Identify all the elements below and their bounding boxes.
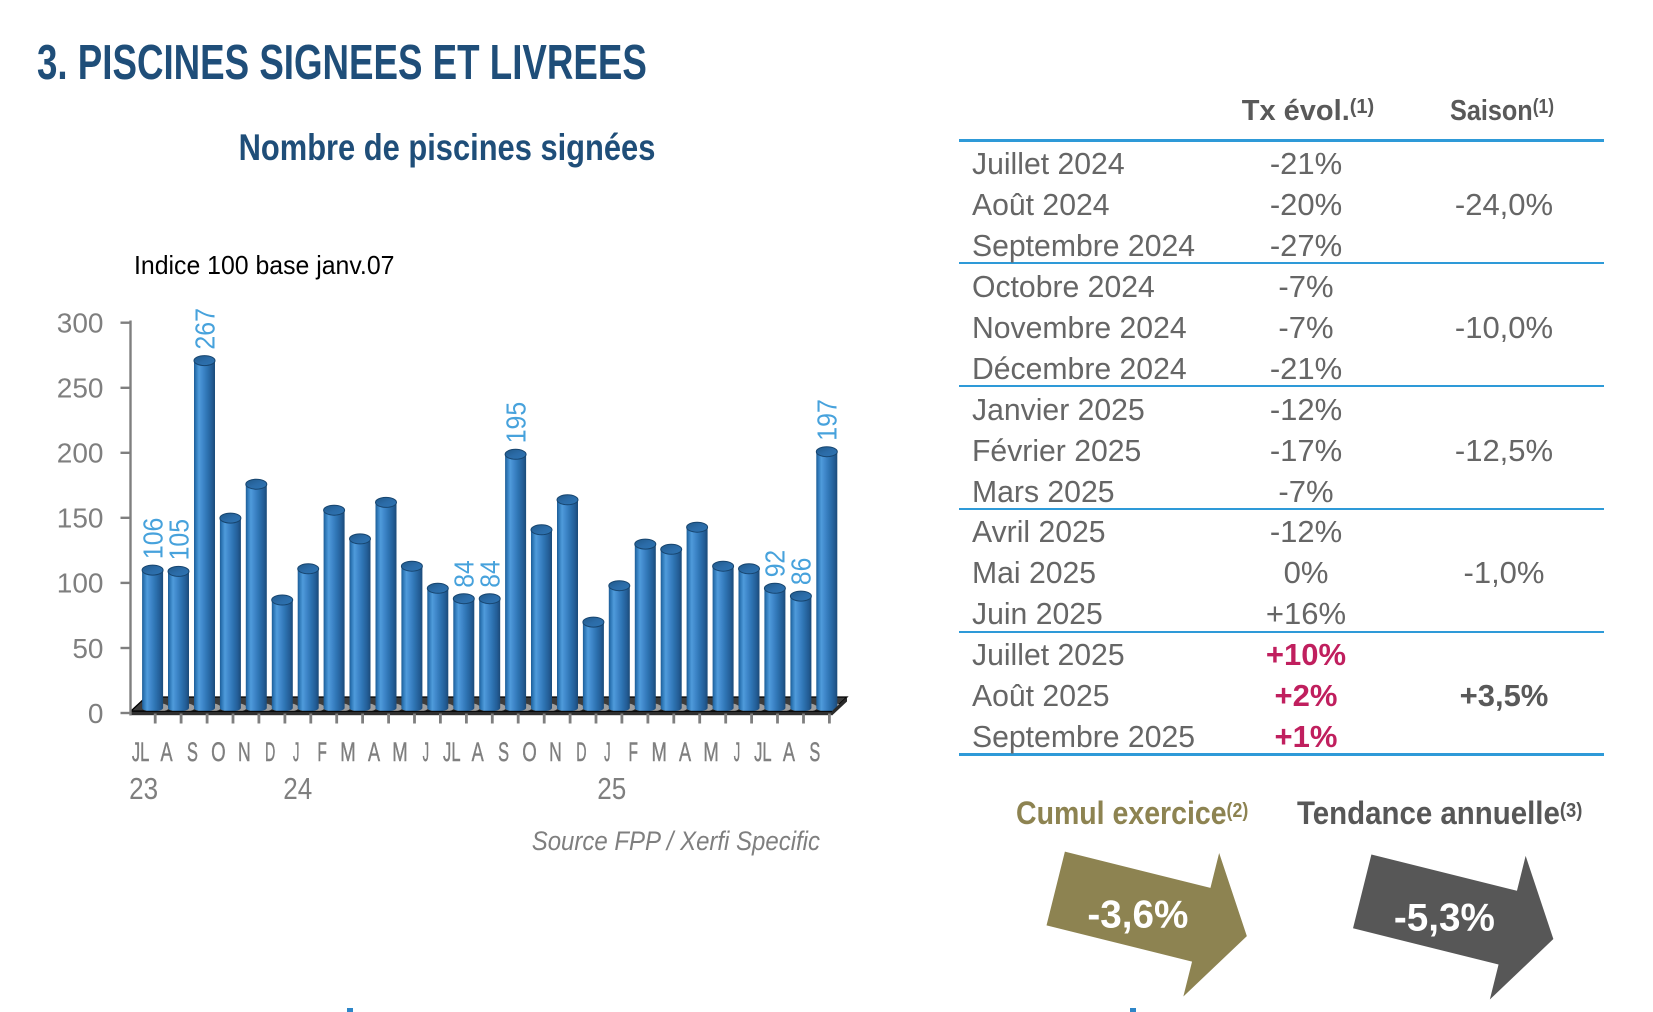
svg-text:250: 250: [57, 373, 104, 404]
svg-text:J: J: [293, 737, 299, 767]
svg-text:S: S: [187, 737, 198, 767]
svg-text:A: A: [368, 737, 380, 767]
svg-text:-3,6%: -3,6%: [1087, 894, 1188, 937]
svg-text:J: J: [423, 737, 429, 767]
svg-text:S: S: [809, 737, 820, 767]
svg-text:267: 267: [189, 308, 220, 350]
svg-text:D: D: [576, 737, 586, 767]
svg-text:JL: JL: [754, 737, 772, 767]
svg-text:A: A: [783, 737, 795, 767]
svg-text:S: S: [498, 737, 509, 767]
svg-text:JL: JL: [443, 737, 461, 767]
svg-text:M: M: [340, 737, 355, 767]
svg-text:100: 100: [57, 568, 104, 599]
svg-text:195: 195: [500, 402, 531, 444]
svg-text:150: 150: [57, 503, 104, 534]
svg-text:-5,3%: -5,3%: [1394, 897, 1495, 940]
svg-text:84: 84: [475, 560, 506, 588]
svg-text:197: 197: [812, 399, 843, 441]
svg-text:A: A: [679, 737, 691, 767]
svg-text:86: 86: [786, 558, 817, 586]
svg-text:F: F: [317, 737, 327, 767]
svg-text:J: J: [604, 737, 610, 767]
svg-text:M: M: [392, 737, 407, 767]
svg-text:M: M: [703, 737, 718, 767]
svg-text:84: 84: [449, 560, 480, 588]
svg-text:A: A: [160, 737, 172, 767]
svg-text:O: O: [522, 737, 537, 767]
svg-text:106: 106: [137, 518, 168, 560]
svg-text:D: D: [265, 737, 275, 767]
svg-text:N: N: [238, 737, 251, 767]
svg-text:24: 24: [283, 771, 312, 806]
svg-text:200: 200: [57, 438, 104, 469]
svg-text:0: 0: [88, 698, 104, 729]
svg-text:A: A: [472, 737, 484, 767]
svg-text:92: 92: [760, 550, 791, 578]
svg-text:O: O: [211, 737, 226, 767]
svg-text:25: 25: [597, 771, 626, 806]
svg-text:23: 23: [129, 771, 158, 806]
svg-text:300: 300: [57, 308, 104, 339]
svg-text:J: J: [734, 737, 740, 767]
svg-text:105: 105: [163, 519, 194, 561]
svg-text:F: F: [629, 737, 639, 767]
svg-text:N: N: [549, 737, 562, 767]
svg-text:M: M: [652, 737, 667, 767]
svg-text:50: 50: [72, 633, 103, 664]
svg-text:JL: JL: [132, 737, 150, 767]
